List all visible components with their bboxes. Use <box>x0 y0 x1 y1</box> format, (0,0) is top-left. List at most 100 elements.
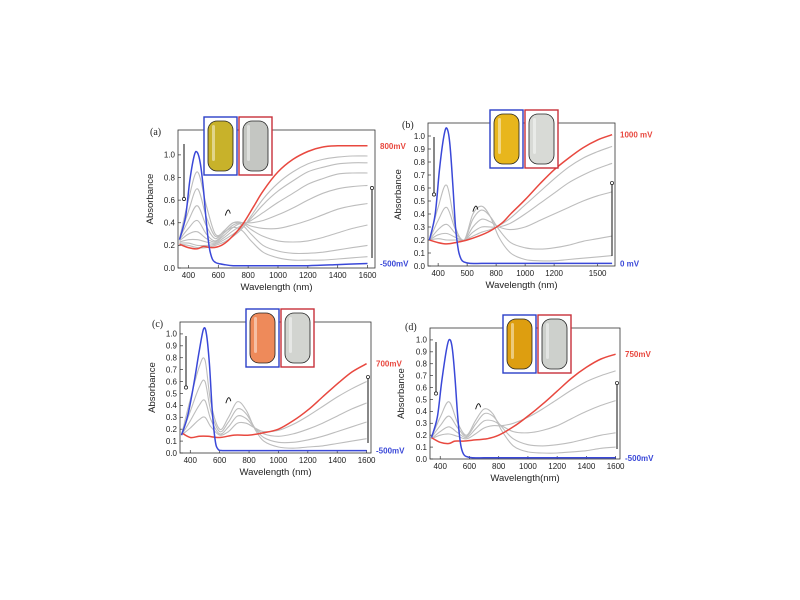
spectra-group <box>428 127 613 265</box>
reduced-spectrum-line <box>428 127 613 265</box>
intermediate-spectrum-line <box>181 399 367 437</box>
reduced-spectrum-line <box>430 338 616 459</box>
y-axis-title: Absorbance <box>396 368 407 419</box>
y-tick-label: 0.2 <box>166 425 178 434</box>
y-tick-label: 0.6 <box>416 383 428 392</box>
x-tick-label: 1200 <box>548 462 566 471</box>
increase-arrow-icon-head <box>370 186 374 190</box>
y-tick-label: 0.7 <box>166 365 178 374</box>
spectra-group <box>430 338 616 459</box>
chart-panel: (a) 0.0 0.2 0.4 0.6 0.8 1.0 400 600 800 1000 1200 14… <box>145 116 409 293</box>
oxidized-spectrum-line <box>429 133 613 245</box>
intermediate-spectrum-line <box>431 370 616 440</box>
panel-letter: (c) <box>152 319 163 330</box>
intermediate-spectrum-line <box>430 401 616 454</box>
y-axis-title: Absorbance <box>147 362 158 413</box>
reduced-spectrum-line <box>178 150 368 267</box>
y-tick-label: 0.6 <box>164 196 176 205</box>
y-axis-title: Absorbance <box>393 169 404 220</box>
panel-letter: (d) <box>405 322 417 333</box>
intermediate-spectrum-line <box>178 188 368 255</box>
y-tick-label: 1.0 <box>166 330 178 339</box>
low-potential-label: 0 mV <box>620 259 640 268</box>
y-tick-label: 0.0 <box>166 449 178 458</box>
shift-arrow-icon <box>472 205 479 212</box>
increase-arrow-icon-head <box>615 381 619 385</box>
x-tick-label: 800 <box>492 462 506 471</box>
x-tick-label: 600 <box>463 462 477 471</box>
intermediate-spectrum-line <box>179 155 368 249</box>
y-tick-label: 0.7 <box>416 371 428 380</box>
oxidized-spectrum-line <box>181 363 367 439</box>
y-tick-label: 0.1 <box>416 443 428 452</box>
x-tick-label: 400 <box>431 269 445 278</box>
y-tick-label: 0.9 <box>414 145 426 154</box>
x-axis-title: Wavelength (nm) <box>486 280 558 291</box>
y-tick-label: 0.4 <box>414 210 426 219</box>
x-tick-label: 500 <box>460 269 474 278</box>
y-tick-label: 0.9 <box>416 348 428 357</box>
x-tick-label: 600 <box>212 271 226 280</box>
high-potential-label: 800mV <box>380 142 406 151</box>
y-tick-label: 0.0 <box>414 262 426 271</box>
y-tick-label: 0.8 <box>414 158 426 167</box>
y-tick-label: 1.0 <box>164 151 176 160</box>
spectra-group <box>180 327 367 452</box>
x-tick-label: 800 <box>489 269 503 278</box>
bleached-vial-photo <box>284 312 311 364</box>
intermediate-spectrum-line <box>431 412 616 447</box>
intermediate-spectrum-line <box>179 202 368 242</box>
y-tick-label: 0.6 <box>414 184 426 193</box>
panel-letter: (b) <box>402 120 414 131</box>
x-tick-label: 800 <box>242 456 256 465</box>
bleached-vial-photo <box>242 120 269 172</box>
bleached-vial-photo <box>528 113 555 165</box>
colored-vial-photo <box>493 113 520 165</box>
vial-highlight <box>498 118 501 154</box>
x-tick-label: 400 <box>434 462 448 471</box>
x-tick-label: 600 <box>213 456 227 465</box>
x-tick-label: 1000 <box>269 271 287 280</box>
y-tick-label: 0.0 <box>164 264 176 273</box>
y-tick-label: 0.5 <box>416 395 428 404</box>
decrease-arrow-icon-head <box>182 197 186 201</box>
x-tick-label: 400 <box>184 456 198 465</box>
x-tick-label: 1000 <box>516 269 534 278</box>
intermediate-spectrum-line <box>428 184 613 262</box>
chart-panel: (c) 0.0 0.1 0.2 0.3 0.4 0.5 0.6 0.7 0.8 0.9 1.0 400 6… <box>147 308 405 478</box>
intermediate-spectrum-line <box>181 381 367 436</box>
y-tick-label: 0.8 <box>164 173 176 182</box>
decrease-arrow-icon-head <box>184 385 188 390</box>
x-tick-label: 1400 <box>328 456 346 465</box>
x-tick-label: 1600 <box>358 456 376 465</box>
x-tick-label: 1400 <box>329 271 347 280</box>
y-tick-label: 0.8 <box>166 354 178 363</box>
y-tick-label: 0.1 <box>414 249 426 258</box>
x-tick-label: 800 <box>241 271 255 280</box>
y-tick-label: 0.4 <box>164 219 176 228</box>
x-tick-label: 1000 <box>519 462 537 471</box>
x-tick-label: 1200 <box>299 456 317 465</box>
y-tick-label: 0.3 <box>166 413 178 422</box>
y-tick-label: 0.0 <box>416 455 428 464</box>
x-tick-label: 1600 <box>359 271 377 280</box>
vial-highlight <box>254 317 257 353</box>
y-tick-label: 0.2 <box>414 236 426 245</box>
intermediate-spectrum-line <box>179 162 368 247</box>
chart-panel: (d) 0.0 0.1 0.2 0.3 0.4 0.5 0.6 0.7 0.8 0.9 1.0 400 6… <box>396 314 654 484</box>
vial-highlight <box>533 118 536 154</box>
shift-arrow-icon <box>475 403 482 410</box>
y-tick-label: 1.0 <box>414 132 426 141</box>
increase-arrow-icon-head <box>610 181 614 186</box>
decrease-arrow-icon-head <box>432 192 436 197</box>
increase-arrow-icon-head <box>366 375 370 379</box>
decrease-arrow-icon-head <box>434 391 438 396</box>
shift-arrow-icon <box>225 397 232 404</box>
x-tick-label: 1500 <box>589 269 607 278</box>
y-tick-label: 0.2 <box>416 431 428 440</box>
x-tick-label: 1200 <box>545 269 563 278</box>
intermediate-spectrum-line <box>428 206 613 250</box>
x-axis-title: Wavelength(nm) <box>490 473 559 484</box>
x-tick-label: 1400 <box>577 462 595 471</box>
